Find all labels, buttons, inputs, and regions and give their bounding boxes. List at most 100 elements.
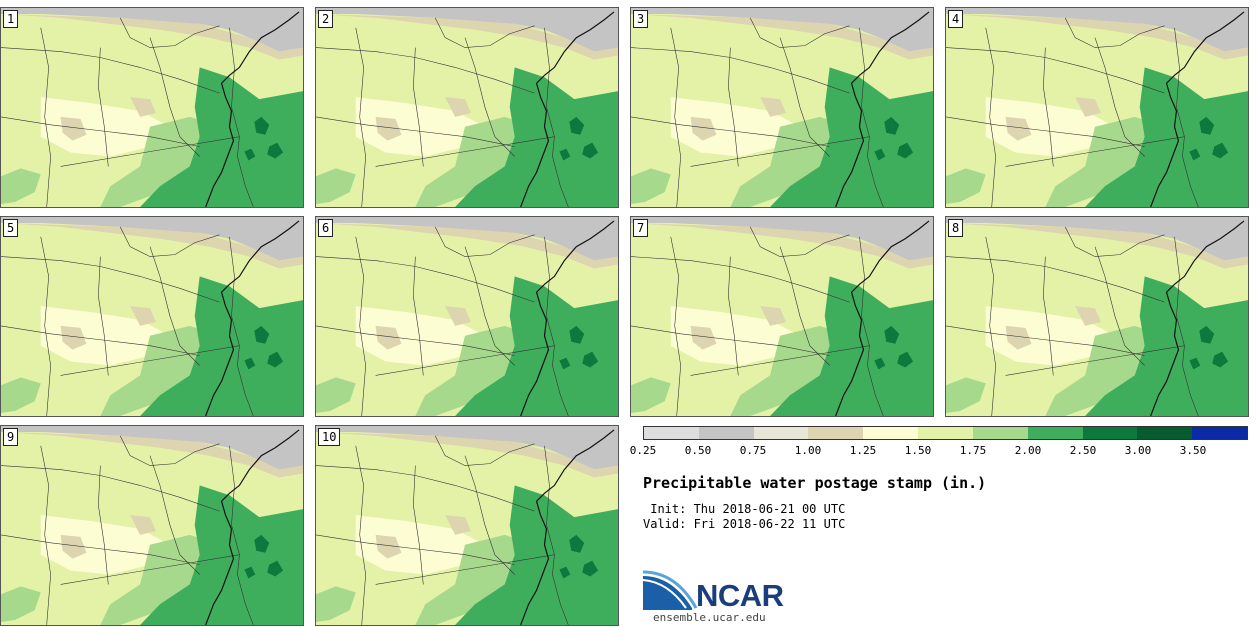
moisture-region (40, 306, 170, 366)
state-boundary (229, 27, 254, 207)
ensemble-member-map-10: 10 (315, 425, 619, 626)
precipitable-water-map (1, 217, 303, 416)
state-boundary (40, 27, 51, 207)
moisture-region (316, 586, 356, 623)
state-boundary (1, 256, 220, 303)
ensemble-member-map-4: 4 (945, 7, 1249, 208)
colorbar-tick-label: 0.50 (684, 444, 712, 457)
precipitable-water-map (631, 8, 933, 207)
state-boundary (98, 47, 109, 167)
precipitable-water-map (946, 8, 1248, 207)
moisture-region (244, 325, 284, 370)
moisture-region (1, 168, 41, 205)
ensemble-member-map-2: 2 (315, 7, 619, 208)
moisture-region (316, 222, 618, 269)
state-boundary (434, 226, 535, 257)
moisture-region (316, 8, 618, 52)
colorbar-swatch (972, 427, 1028, 439)
member-label: 1 (3, 10, 19, 28)
state-boundary (631, 47, 850, 94)
state-boundary (946, 116, 1145, 147)
state-boundary (316, 256, 535, 303)
state-boundary (316, 465, 535, 512)
precipitable-water-map (946, 217, 1248, 416)
coastline (835, 11, 930, 207)
moisture-region (631, 13, 933, 60)
moisture-region (415, 325, 535, 416)
precipitable-water-map (316, 8, 618, 207)
moisture-region (60, 306, 156, 350)
state-boundary (1005, 345, 1185, 376)
moisture-region (770, 276, 933, 416)
state-boundary (985, 236, 996, 416)
moisture-region (730, 116, 850, 207)
state-boundary (413, 465, 424, 585)
state-boundary (119, 17, 220, 48)
moisture-region (455, 67, 618, 207)
ensemble-member-map-3: 3 (630, 7, 934, 208)
state-boundary (98, 256, 109, 376)
colorbar-tick-label: 1.75 (959, 444, 987, 457)
moisture-region (985, 306, 1115, 366)
colorbar-tick-label: 1.25 (849, 444, 877, 457)
moisture-region (60, 515, 156, 559)
state-boundary (316, 325, 515, 356)
state-boundary (60, 554, 240, 585)
moisture-region (455, 485, 618, 625)
state-boundary (779, 37, 830, 157)
state-boundary (631, 116, 830, 147)
moisture-region (60, 97, 156, 141)
colorbar-tick-labels: 0.25 0.50 0.75 1.00 1.25 1.50 1.75 2.00 2.50 3.00… (630, 444, 1248, 458)
member-label: 3 (633, 10, 649, 28)
moisture-region (1045, 116, 1165, 207)
state-boundary (728, 256, 739, 376)
moisture-region (140, 276, 303, 416)
moisture-region (559, 534, 599, 579)
moisture-region (559, 325, 599, 370)
state-boundary (690, 345, 870, 376)
state-boundary (119, 226, 220, 257)
state-boundary (1, 465, 220, 512)
moisture-region (375, 306, 471, 350)
state-boundary (464, 246, 515, 366)
state-boundary (119, 435, 220, 466)
moisture-region (770, 67, 933, 207)
ensemble-member-map-1: 1 (0, 7, 304, 208)
colorbar-swatch (918, 427, 973, 439)
moisture-region (355, 306, 485, 366)
moisture-region (1085, 67, 1248, 207)
state-boundary (728, 47, 739, 167)
member-label: 8 (948, 219, 964, 237)
colorbar-tick-label: 0.75 (739, 444, 767, 457)
state-boundary (316, 47, 535, 94)
moisture-region (316, 13, 618, 60)
member-label: 4 (948, 10, 964, 28)
moisture-region (1189, 116, 1229, 161)
moisture-region (40, 515, 170, 575)
moisture-region (244, 116, 284, 161)
moisture-region (631, 222, 933, 269)
coastline (835, 220, 930, 416)
colorbar-tick-label: 1.00 (794, 444, 822, 457)
colorbar-tick-label: 2.50 (1069, 444, 1097, 457)
state-boundary (1174, 27, 1199, 207)
colorbar-tick-label: 0.25 (629, 444, 657, 457)
state-boundary (544, 445, 569, 625)
state-boundary (1043, 47, 1054, 167)
state-boundary (40, 445, 51, 625)
precipitable-water-map (316, 426, 618, 625)
moisture-region (100, 116, 220, 207)
state-boundary (434, 17, 535, 48)
moisture-region (1005, 306, 1101, 350)
state-boundary (690, 136, 870, 167)
state-boundary (749, 226, 850, 257)
moisture-region (631, 377, 671, 414)
coastline (205, 429, 300, 625)
state-boundary (779, 246, 830, 366)
state-boundary (859, 236, 884, 416)
precipitable-water-colorbar (643, 426, 1248, 440)
moisture-region (316, 377, 356, 414)
state-boundary (434, 435, 535, 466)
moisture-region (244, 534, 284, 579)
colorbar-swatch (698, 427, 754, 439)
